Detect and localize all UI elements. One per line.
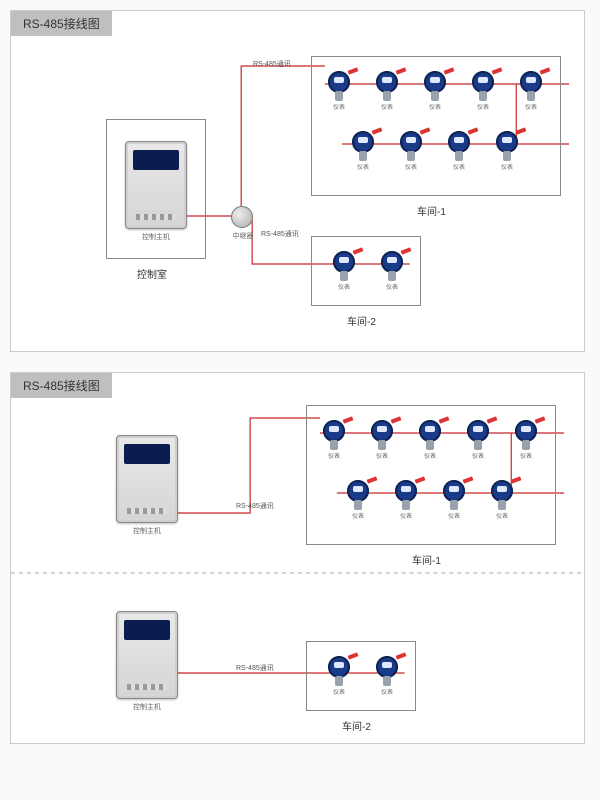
instrument: 仪表 — [374, 71, 400, 101]
workshop-2-box-label: 车间-2 — [347, 313, 376, 328]
control-room-box-label: 控制室 — [137, 266, 167, 281]
instrument: 仪表 — [470, 71, 496, 101]
workshop-1-box-label: 车间-1 — [412, 552, 441, 567]
instrument: 仪表 — [379, 251, 405, 281]
instrument: 仪表 — [331, 251, 357, 281]
instrument: 仪表 — [374, 656, 400, 686]
instrument: 仪表 — [494, 131, 520, 161]
instrument: 仪表 — [326, 71, 352, 101]
instrument: 仪表 — [513, 420, 539, 450]
instrument: 仪表 — [489, 480, 515, 510]
rs485-label-1: RS-485通讯 — [236, 501, 274, 511]
instrument: 仪表 — [326, 656, 352, 686]
instrument: 仪表 — [350, 131, 376, 161]
rs485-label-2: RS-485通讯 — [261, 229, 299, 239]
controller: 控制主机 — [116, 435, 178, 523]
panel-1: RS-485接线图 控制室控制主机中继器车间-1车间-2仪表仪表仪表仪表仪表仪表… — [10, 10, 585, 352]
diagram-1: 控制室控制主机中继器车间-1车间-2仪表仪表仪表仪表仪表仪表仪表仪表仪表仪表仪表… — [11, 11, 584, 351]
instrument: 仪表 — [417, 420, 443, 450]
rs485-label-2: RS-485通讯 — [236, 663, 274, 673]
controller: 控制主机 — [125, 141, 187, 229]
instrument: 仪表 — [441, 480, 467, 510]
instrument: 仪表 — [321, 420, 347, 450]
diagram-2: 控制主机控制主机车间-1车间-2仪表仪表仪表仪表仪表仪表仪表仪表仪表仪表仪表RS… — [11, 373, 584, 743]
repeater: 中继器 — [231, 206, 253, 228]
instrument: 仪表 — [393, 480, 419, 510]
instrument: 仪表 — [518, 71, 544, 101]
controller-label: 控制主机 — [126, 232, 186, 242]
instrument: 仪表 — [465, 420, 491, 450]
instrument: 仪表 — [446, 131, 472, 161]
workshop-1-box-label: 车间-1 — [417, 203, 446, 218]
instrument: 仪表 — [398, 131, 424, 161]
instrument: 仪表 — [369, 420, 395, 450]
controller: 控制主机 — [116, 611, 178, 699]
workshop-2-box-label: 车间-2 — [342, 718, 371, 733]
controller-label: 控制主机 — [117, 702, 177, 712]
controller-label: 控制主机 — [117, 526, 177, 536]
rs485-label-1: RS-485通讯 — [253, 59, 291, 69]
panel-2: RS-485接线图 控制主机控制主机车间-1车间-2仪表仪表仪表仪表仪表仪表仪表… — [10, 372, 585, 744]
instrument: 仪表 — [422, 71, 448, 101]
instrument: 仪表 — [345, 480, 371, 510]
